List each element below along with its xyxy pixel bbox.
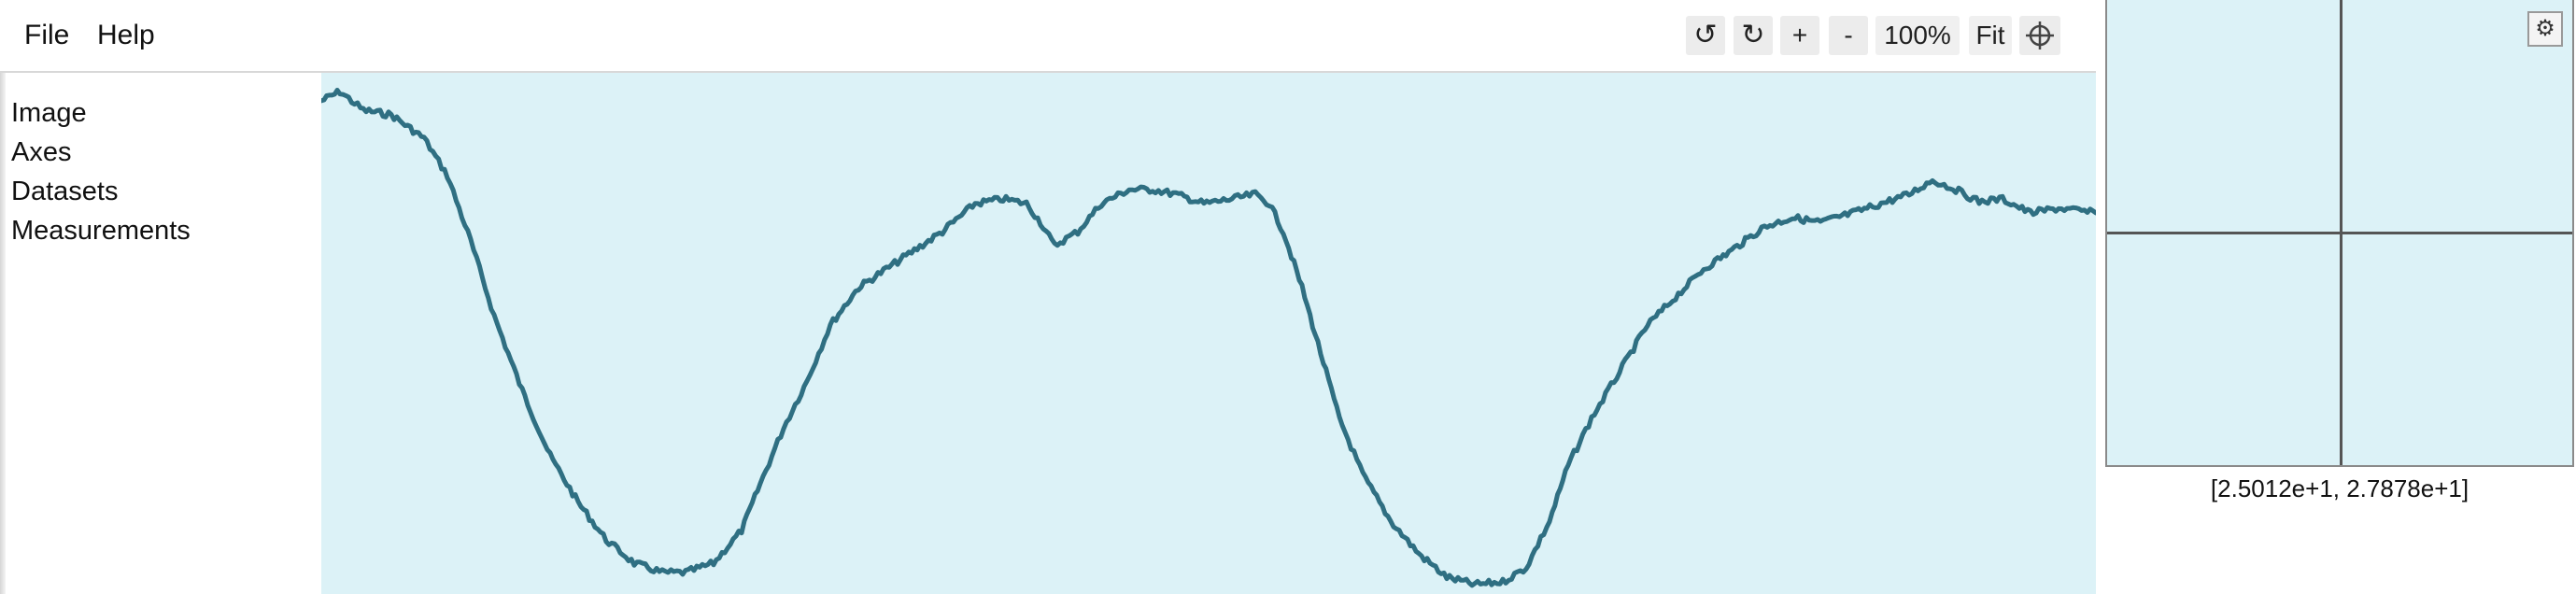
redo-button[interactable]: ↻: [1734, 16, 1773, 55]
toolbar: ↺ ↻ + - 100% Fit: [0, 16, 2096, 55]
sidebar-item-axes[interactable]: Axes: [11, 137, 72, 167]
plot-image: [321, 88, 2096, 588]
crosshair-icon: [2026, 21, 2054, 50]
menu-help[interactable]: Help: [97, 20, 155, 50]
magnifier-panel[interactable]: ⚙: [2105, 0, 2574, 467]
crosshair-button[interactable]: [2019, 16, 2060, 55]
sidebar: Image Axes Datasets Measurements: [11, 93, 310, 250]
coordinate-readout: [2.5012e+1, 2.7878e+1]: [2210, 474, 2470, 502]
menu-file[interactable]: File: [24, 20, 70, 50]
gear-icon[interactable]: ⚙: [2527, 11, 2563, 47]
sidebar-item-datasets[interactable]: Datasets: [11, 177, 119, 206]
menu-bar: File Help ↺ ↻ + - 100% Fit: [0, 0, 2096, 73]
sidebar-item-image[interactable]: Image: [11, 98, 87, 128]
edge-shadow: [0, 73, 6, 594]
zoom-in-button[interactable]: +: [1780, 16, 1819, 55]
zoom-out-button[interactable]: -: [1829, 16, 1868, 55]
data-trace: [321, 88, 2096, 588]
zoom-level-display[interactable]: 100%: [1875, 16, 1960, 55]
fit-button[interactable]: Fit: [1969, 16, 2012, 55]
undo-button[interactable]: ↺: [1686, 16, 1725, 55]
sidebar-item-measurements[interactable]: Measurements: [11, 216, 191, 246]
magnifier-crosshair-vertical: [2340, 0, 2342, 465]
plot-canvas[interactable]: [321, 73, 2096, 594]
